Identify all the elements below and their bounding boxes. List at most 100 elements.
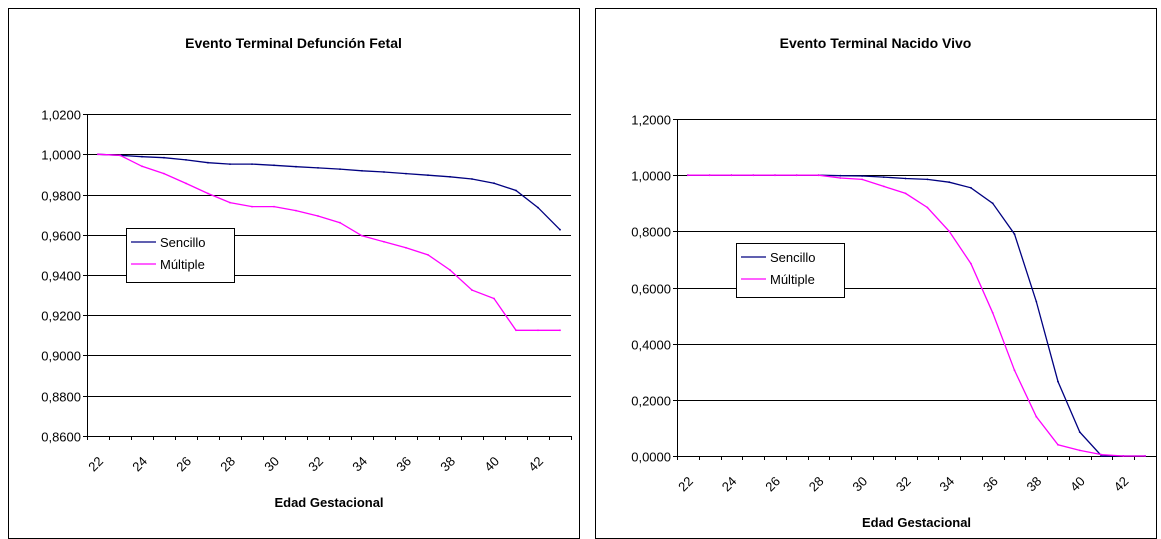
data-point (904, 192, 907, 195)
data-point (687, 174, 689, 177)
legend-box (736, 243, 845, 298)
data-point (317, 167, 319, 169)
data-point (361, 234, 363, 237)
chart-title: Evento Terminal Defunción Fetal (185, 35, 402, 51)
data-point (97, 153, 99, 156)
data-point (295, 165, 297, 168)
data-point (405, 246, 407, 249)
data-point (449, 269, 451, 271)
legend-label: Sencillo (770, 250, 816, 265)
data-point (970, 186, 972, 189)
data-point (1100, 453, 1103, 456)
data-point (317, 215, 319, 217)
data-point (1078, 431, 1081, 433)
data-point (229, 201, 231, 204)
data-point (861, 175, 863, 177)
data-point (449, 175, 451, 178)
data-point (1122, 455, 1125, 457)
x-axis-title: Edad Gestacional (274, 495, 383, 510)
data-point (471, 178, 473, 180)
series-line-0 (97, 153, 561, 231)
data-point (383, 240, 385, 243)
data-point (1013, 369, 1016, 372)
data-point (708, 174, 711, 177)
y-tick-label: 0,8000 (631, 225, 671, 240)
data-point (141, 165, 143, 168)
data-point (839, 177, 842, 179)
y-tick-label: 0,9600 (41, 229, 81, 244)
y-tick-label: 0,6000 (631, 282, 671, 297)
data-point (295, 209, 297, 212)
legend-label: Múltiple (770, 272, 815, 287)
data-point (882, 185, 885, 188)
data-point (361, 169, 363, 172)
data-point (185, 159, 187, 161)
data-point (926, 178, 929, 181)
y-tick-label: 0,0000 (631, 450, 671, 465)
data-point (207, 192, 209, 195)
data-point (970, 262, 972, 265)
data-point (493, 297, 495, 300)
y-tick-label: 0,9000 (41, 349, 81, 364)
data-point (730, 174, 733, 177)
data-point (1057, 443, 1059, 446)
data-point (185, 182, 187, 185)
data-point (515, 329, 517, 332)
y-tick-label: 1,0000 (631, 169, 671, 184)
data-point (471, 289, 473, 291)
y-tick-label: 0,8600 (41, 430, 81, 445)
x-axis-title: Edad Gestacional (862, 515, 971, 530)
data-point (991, 311, 994, 314)
y-tick-label: 1,2000 (631, 113, 671, 128)
data-point (537, 329, 539, 332)
data-point (1057, 380, 1059, 383)
chart-panel-0: Evento Terminal Defunción Fetal 1,0200 1,0… (8, 8, 580, 539)
data-point (991, 202, 994, 205)
data-point (229, 163, 231, 166)
data-point (251, 163, 253, 166)
data-point (273, 205, 275, 208)
data-point (1144, 455, 1146, 457)
series-line-1 (687, 174, 1146, 457)
series-line-1 (97, 153, 560, 331)
data-point (948, 181, 951, 184)
data-point (339, 221, 341, 224)
chart-frame (8, 8, 580, 539)
data-point (427, 254, 429, 256)
data-point (515, 189, 517, 192)
data-point (926, 206, 929, 209)
legend-label: Sencillo (160, 235, 206, 250)
data-point (163, 156, 165, 159)
data-point (1100, 455, 1103, 457)
chart-panel-1: Evento Terminal Nacido Vivo 1,2000 1,0000 0… (595, 8, 1157, 539)
y-tick-label: 0,9800 (41, 189, 81, 204)
chart-title: Evento Terminal Nacido Vivo (780, 35, 972, 51)
data-point (537, 206, 539, 209)
data-point (774, 174, 776, 177)
data-point (163, 172, 165, 175)
legend-label: Múltiple (160, 257, 205, 272)
data-point (383, 171, 385, 173)
data-point (559, 329, 561, 332)
y-tick-label: 1,0000 (41, 148, 81, 163)
data-point (251, 205, 253, 208)
y-tick-label: 0,4000 (631, 338, 671, 353)
y-tick-label: 0,9200 (41, 309, 81, 324)
data-point (141, 155, 143, 158)
data-point (817, 174, 820, 177)
data-point (119, 154, 121, 157)
data-point (904, 177, 907, 180)
y-tick-label: 1,0200 (41, 108, 81, 123)
data-point (1013, 233, 1016, 236)
data-point (861, 178, 863, 181)
data-point (1035, 300, 1038, 303)
chart-frame (595, 8, 1157, 539)
data-point (948, 230, 951, 233)
y-tick-label: 0,9400 (41, 269, 81, 284)
data-point (752, 174, 755, 177)
data-point (339, 168, 341, 171)
data-point (273, 164, 275, 167)
data-point (207, 161, 209, 164)
data-point (882, 176, 885, 179)
